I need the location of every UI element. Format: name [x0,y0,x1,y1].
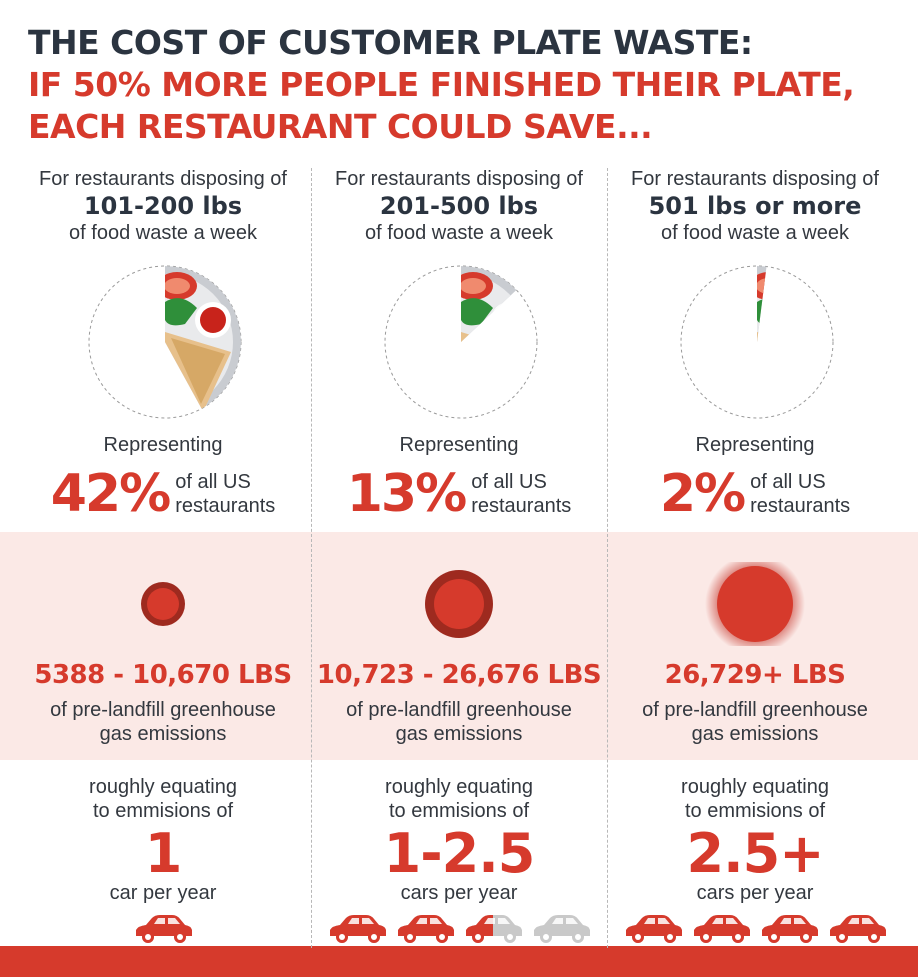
tier-intro: For restaurants disposing of [631,168,879,190]
cars-value: 2.5+ [686,822,825,885]
share-label: of all US restaurants [175,470,275,518]
tier-intro-suffix: of food waste a week [365,222,553,244]
equating-label: roughly equating to emmisions of [15,775,311,823]
column-divider [607,168,608,948]
tier-intro-suffix: of food waste a week [661,222,849,244]
car-icon [330,915,386,943]
emissions-label-line-1: of pre-landfill greenhouse [346,699,572,721]
tier-intro: For restaurants disposing of [39,168,287,190]
share-percent: 13% [346,464,467,524]
bubble-core [434,579,484,629]
pie-outline [680,265,834,419]
equating-line-2: to emmisions of [92,800,234,822]
title-line-3: EACH RESTAURANT COULD SAVE... [28,107,653,146]
emissions-bubble [141,582,185,626]
page-title: THE COST OF CUSTOMER PLATE WASTE: IF 50%… [28,22,908,148]
emissions-label: of pre-landfill greenhouse gas emissions [15,698,311,746]
share-label: of all US restaurants [471,470,571,518]
emissions-label-line-2: gas emissions [691,723,819,745]
share-label-line-2: restaurants [175,495,276,517]
equating-line-1: roughly equating [89,776,237,798]
tier-range: 101-200 lbs [83,192,243,220]
emissions-label: of pre-landfill greenhouse gas emissions [607,698,903,746]
percent-row: 42% of all US restaurants [15,464,311,524]
car-icon [762,915,818,943]
column-divider [311,168,312,948]
cars-value: 1 [144,822,183,885]
share-label-line-1: of all US [175,471,251,493]
emissions-label-line-2: gas emissions [99,723,227,745]
share-percent: 42% [50,464,171,524]
pie-slice-food-plate [461,266,517,342]
car-icon [626,915,682,943]
equating-line-1: roughly equating [681,776,829,798]
pie-outline [384,265,538,419]
car-icon [830,915,886,943]
title-line-1: THE COST OF CUSTOMER PLATE WASTE: [28,23,753,62]
equating-line-1: roughly equating [385,776,533,798]
tier-column-3: For restaurants disposing of 501 lbs or … [607,0,903,977]
plate-share-pie [88,265,242,419]
equating-label: roughly equating to emmisions of [311,775,607,823]
equating-line-2: to emmisions of [388,800,530,822]
pie-slice-food-plate [757,266,767,342]
car-icon-row [15,912,311,946]
car-icon [466,915,522,943]
representing-label: Representing [399,434,519,456]
cars-unit-label: car per year [109,882,217,904]
car-icon [534,915,590,943]
share-percent: 2% [659,464,746,524]
tier-range: 501 lbs or more [648,192,862,220]
share-label: of all US restaurants [750,470,850,518]
cars-value: 1-2.5 [383,822,536,885]
pie-slice-food-plate [165,266,241,409]
tier-intro-suffix: of food waste a week [69,222,257,244]
tier-range: 201-500 lbs [379,192,539,220]
emissions-bubble [705,562,805,646]
emissions-label-line-1: of pre-landfill greenhouse [642,699,868,721]
representing-label: Representing [103,434,223,456]
percent-row: 13% of all US restaurants [311,464,607,524]
car-icon [694,915,750,943]
car-icon [136,915,192,943]
emissions-value: 26,729+ LBS [664,660,846,690]
cars-unit-label: cars per year [696,882,814,904]
representing-label: Representing [695,434,815,456]
plate-share-pie [680,265,834,419]
emissions-bubble [425,570,493,638]
plate-share-pie [384,265,538,419]
bubble-core [717,566,793,642]
percent-row: 2% of all US restaurants [607,464,903,524]
footer-bar [0,946,918,977]
equating-line-2: to emmisions of [684,800,826,822]
share-label-line-1: of all US [471,471,547,493]
emissions-value: 10,723 - 26,676 LBS [316,660,602,690]
share-label-line-2: restaurants [750,495,851,517]
share-label-line-1: of all US [750,471,826,493]
share-label-line-2: restaurants [471,495,572,517]
bubble-core [147,588,179,620]
tier-column-1: For restaurants disposing of 101-200 lbs… [15,0,311,977]
tier-column-2: For restaurants disposing of 201-500 lbs… [311,0,607,977]
title-line-2: IF 50% MORE PEOPLE FINISHED THEIR PLATE, [28,65,855,104]
emissions-label-line-2: gas emissions [395,723,523,745]
emissions-value: 5388 - 10,670 LBS [34,660,292,690]
car-icon [398,915,454,943]
car-icon-row [607,912,903,946]
cars-unit-label: cars per year [400,882,518,904]
car-icon-row [311,912,607,946]
emissions-label-line-1: of pre-landfill greenhouse [50,699,276,721]
emissions-label: of pre-landfill greenhouse gas emissions [311,698,607,746]
equating-label: roughly equating to emmisions of [607,775,903,823]
tier-intro: For restaurants disposing of [335,168,583,190]
